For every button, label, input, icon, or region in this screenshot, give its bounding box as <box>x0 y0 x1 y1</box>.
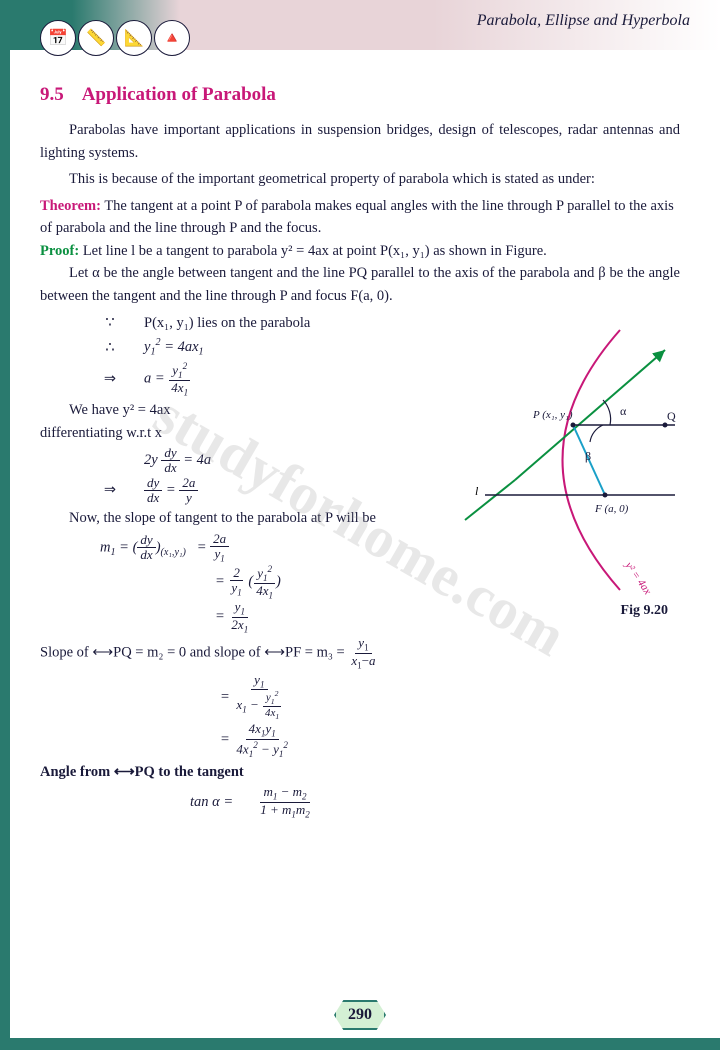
figure-caption: Fig 9.20 <box>621 600 668 622</box>
compass-icon: 📐 <box>116 20 152 56</box>
page-content: 9.5 Application of Parabola Parabolas ha… <box>0 50 720 819</box>
theorem-label: Theorem: <box>40 198 101 214</box>
intro-para-1: Parabolas have important applications in… <box>40 119 680 164</box>
section-number: 9.5 <box>40 84 64 105</box>
proof-label: Proof: <box>40 243 79 259</box>
header-icons: 📅 📏 📐 🔺 <box>40 20 190 56</box>
calendar-icon: 📅 <box>40 20 76 56</box>
proof-text-1: Let line l be a tangent to parabola y² =… <box>79 243 547 259</box>
math-block-3: m1 = (dydx)(x₁,y₁) = 2ay1 = 2y1 (y124x1)… <box>100 532 460 635</box>
triangle-icon: 🔺 <box>154 20 190 56</box>
intro-para-2: This is because of the important geometr… <box>40 168 680 190</box>
diff-text: differentiating w.r.t x <box>40 422 460 444</box>
parabola-figure: P (x₁, y₁) Q F (a, 0) α β l y² = 4ax <box>445 320 685 600</box>
section-name: Application of Parabola <box>82 84 276 105</box>
svg-text:F (a, 0): F (a, 0) <box>594 503 629 515</box>
svg-text:α: α <box>620 404 627 418</box>
bottom-band <box>0 1038 720 1050</box>
svg-text:P (x₁, y₁): P (x₁, y₁) <box>532 409 573 421</box>
slope-pq-line: Slope of ⟷PQ = m₂ = 0 and slope of ⟷PF =… <box>40 636 680 670</box>
chapter-title: Parabola, Ellipse and Hyperbola <box>477 12 690 30</box>
svg-text:Q: Q <box>667 409 676 423</box>
page-number: 290 <box>334 1000 386 1030</box>
theorem-para: Theorem: The tangent at a point P of par… <box>40 195 680 240</box>
math-block-2: 2y dydx = 4a ⇒dydx = 2ay <box>100 446 460 505</box>
ruler-icon: 📏 <box>78 20 114 56</box>
wehave-text: We have y² = 4ax <box>40 399 460 421</box>
angle-heading: Angle from ⟷PQ to the tangent <box>40 761 680 783</box>
svg-text:β: β <box>585 449 591 463</box>
slope-pq-text: Slope of ⟷PQ = m₂ = 0 and slope of ⟷PF =… <box>40 645 348 661</box>
tan-label: tan α = <box>190 791 233 813</box>
math-block-5: tan α = m1 − m21 + m1m2 <box>190 785 680 819</box>
math-block-1: ∵P(x₁, y₁) lies on the parabola ∴y12 = 4… <box>100 311 460 397</box>
page-number-wrap: 290 <box>334 1000 386 1030</box>
svg-text:l: l <box>475 484 479 498</box>
since-text: P(x₁, y₁) lies on the parabola <box>144 312 310 334</box>
theorem-text: The tangent at a point P of parabola mak… <box>40 198 674 236</box>
proof-line-2: Let α be the angle between tangent and t… <box>40 262 680 307</box>
nowslope-text: Now, the slope of tangent to the parabol… <box>40 507 460 529</box>
svg-text:y² = 4ax: y² = 4ax <box>622 559 654 597</box>
math-block-4: = y1x1 − y124x1 = 4x1y14x12 − y12 <box>220 673 680 759</box>
proof-line-1: Proof: Let line l be a tangent to parabo… <box>40 240 680 262</box>
section-title: 9.5 Application of Parabola <box>40 80 680 109</box>
